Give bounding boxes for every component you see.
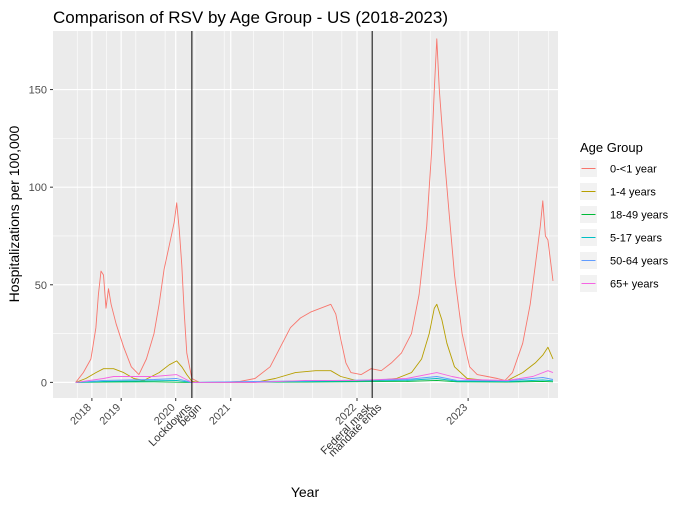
- series-line: [75, 379, 554, 383]
- legend-label: 65+ years: [610, 279, 659, 291]
- legend-label: 5-17 years: [610, 233, 662, 245]
- y-tick-label: 150: [29, 85, 47, 97]
- legend-title: Age Group: [580, 140, 643, 155]
- series-line: [75, 38, 554, 383]
- legend-label: 18-49 years: [610, 210, 669, 222]
- grid-major: [53, 31, 558, 398]
- legend-items: 0-<1 year 1-4 years 18-49 years 5-17 years 5…: [580, 160, 669, 292]
- series-line: [75, 370, 554, 383]
- plot-panel: [53, 31, 558, 398]
- x-tick-label: 2018: [68, 402, 94, 428]
- series-line: [75, 378, 554, 383]
- x-axis-title: Year: [291, 484, 320, 500]
- x-axis: 2018 2019 2020 2021 2022 2023: [68, 398, 470, 427]
- x-tick-label: 2023: [444, 402, 470, 428]
- y-axis-title: Hospitalizations per 100,000: [6, 125, 22, 302]
- legend-label: 1-4 years: [610, 187, 656, 199]
- grid-minor: [53, 31, 558, 398]
- y-tick-label: 50: [35, 280, 47, 292]
- y-tick-label: 100: [29, 182, 47, 194]
- y-tick-label: 0: [41, 377, 47, 389]
- series-lines: [75, 38, 554, 383]
- legend-label: 0-<1 year: [610, 164, 657, 176]
- x-tick-label: 2021: [207, 402, 233, 428]
- chart-title: Comparison of RSV by Age Group - US (201…: [53, 8, 448, 27]
- legend: Age Group 0-<1 year 1-4 years 18-49 years 5…: [580, 140, 669, 292]
- y-axis: 0 50 100 150: [29, 85, 53, 389]
- x-tick-label: 2019: [97, 402, 123, 428]
- legend-label: 50-64 years: [610, 256, 669, 268]
